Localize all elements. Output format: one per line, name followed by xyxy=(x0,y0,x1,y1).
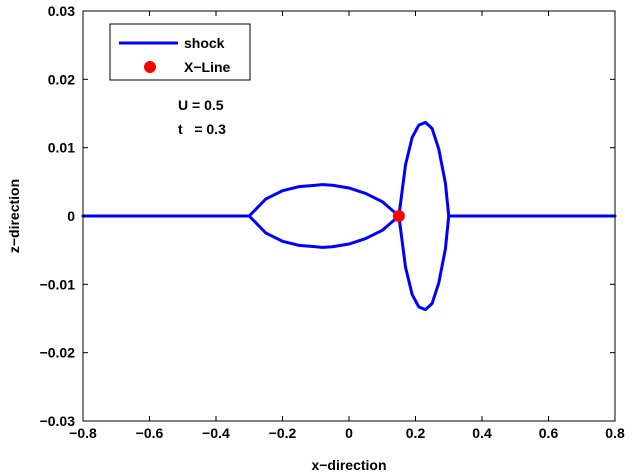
x-tick-label: 0 xyxy=(345,425,353,441)
legend-xline-marker xyxy=(144,61,156,73)
ticks: −0.8 −0.6 −0.4 −0.2 0 0.2 0.4 0.6 0.8 −0.03 −0.02 −… xyxy=(40,3,625,441)
x-tick-label: −0.6 xyxy=(136,425,164,441)
plot-content xyxy=(81,120,617,312)
shock-line-segment-4 xyxy=(397,214,451,312)
x-axis-title: x−direction xyxy=(311,457,386,473)
shock-line-segment-2 xyxy=(247,214,401,249)
shock-line-segment-1 xyxy=(247,183,401,218)
x-tick-label: 0.2 xyxy=(406,425,426,441)
y-tick-label: 0.03 xyxy=(48,3,75,19)
xline-point-0 xyxy=(392,210,405,222)
y-axis-title: z−direction xyxy=(6,179,22,253)
x-tick-label: 0.8 xyxy=(605,425,625,441)
y-tick-label: −0.02 xyxy=(40,345,76,361)
y-tick-label: −0.01 xyxy=(40,276,76,292)
legend-shock-label: shock xyxy=(184,35,225,51)
y-tick-label: −0.03 xyxy=(40,413,76,429)
x-tick-label: 0.6 xyxy=(539,425,559,441)
annotation-u: U = 0.5 xyxy=(178,97,224,113)
annotation-t: t = 0.3 xyxy=(178,121,226,137)
y-tick-label: 0.02 xyxy=(48,71,75,87)
legend: shock X−Line xyxy=(109,23,251,81)
shock-line-segment-3 xyxy=(397,120,451,218)
x-tick-label: −0.2 xyxy=(269,425,297,441)
legend-xline-label: X−Line xyxy=(184,59,231,75)
y-tick-label: 0 xyxy=(67,208,75,224)
y-tick-label: 0.01 xyxy=(48,140,75,156)
x-tick-label: −0.4 xyxy=(202,425,230,441)
legend-box xyxy=(109,23,251,81)
x-tick-label: 0.4 xyxy=(472,425,492,441)
x-tick-label: −0.8 xyxy=(69,425,97,441)
